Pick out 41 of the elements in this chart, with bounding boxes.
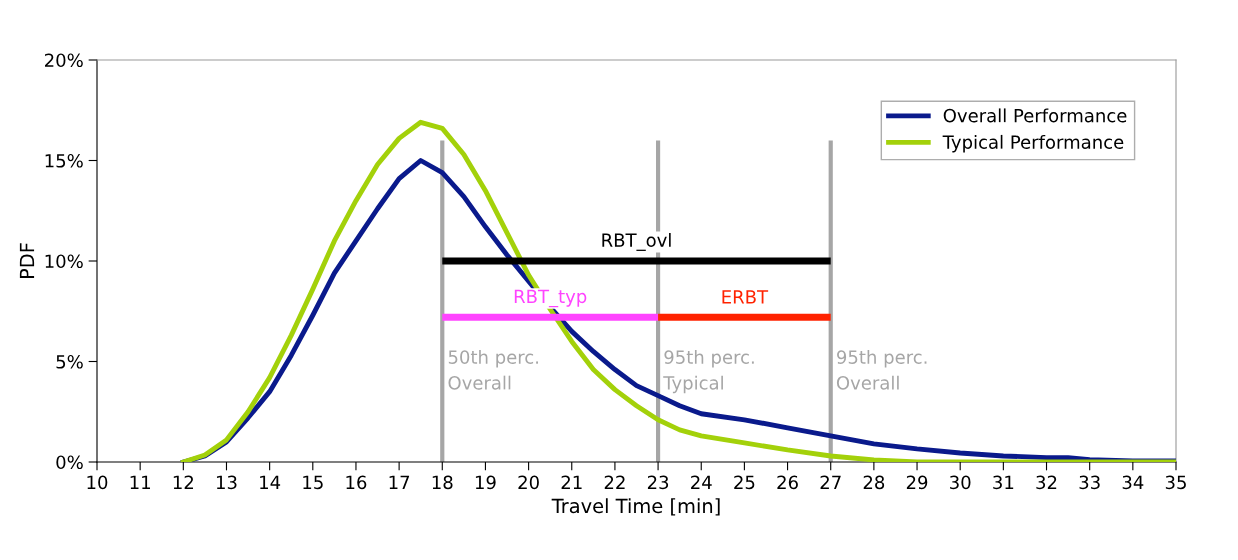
x-tick-label: 32: [1036, 475, 1057, 490]
series-label: ERBT: [722, 290, 769, 304]
x-tick-label: 15: [303, 475, 323, 490]
x-tick-label: 14: [260, 475, 281, 489]
x-tick-label: 17: [389, 475, 410, 489]
y-axis-title: PDF: [19, 243, 35, 279]
x-tick-label: 10: [87, 475, 108, 490]
ref-line-label: 95th perc. Overall: [836, 349, 927, 390]
y-tick-label: 5%: [56, 354, 83, 369]
ref-line-label: 95th perc. Typical: [663, 349, 754, 394]
x-tick-label: 18: [432, 475, 453, 490]
legend-label: Typical Performance: [942, 134, 1124, 153]
x-tick-label: 12: [173, 475, 193, 489]
x-tick-label: 29: [906, 475, 928, 490]
x-tick-label: 20: [518, 475, 539, 490]
x-tick-label: 21: [561, 475, 582, 489]
x-tick-label: 31: [993, 475, 1014, 490]
x-axis-title: Travel Time [min]: [551, 498, 720, 516]
x-tick-label: 30: [950, 475, 971, 490]
x-tick-label: 34: [1122, 475, 1144, 490]
x-tick-label: 27: [820, 475, 841, 489]
legend-label: Overall Performance: [943, 108, 1127, 123]
y-tick-label: 0%: [56, 455, 83, 470]
x-tick-label: 13: [216, 475, 237, 490]
x-tick-label: 26: [777, 475, 798, 490]
x-tick-label: 16: [346, 475, 367, 490]
x-tick-label: 25: [734, 475, 755, 490]
x-tick-label: 35: [1165, 475, 1186, 490]
x-tick-label: 24: [691, 475, 712, 489]
x-tick-label: 28: [863, 475, 885, 490]
y-tick-label: 15%: [45, 153, 83, 168]
y-tick-label: 10%: [45, 254, 83, 269]
x-tick-label: 22: [604, 475, 625, 489]
series-label: RBT_typ: [514, 289, 587, 308]
x-tick-label: 23: [647, 475, 669, 490]
x-tick-label: 11: [130, 475, 150, 489]
ref-line-label: 50th perc. Overall: [448, 349, 538, 390]
x-tick-label: 33: [1079, 475, 1100, 490]
y-tick-label: 20%: [45, 53, 83, 68]
series-label: RBT_ovl: [602, 232, 671, 251]
x-tick-label: 19: [475, 475, 496, 490]
